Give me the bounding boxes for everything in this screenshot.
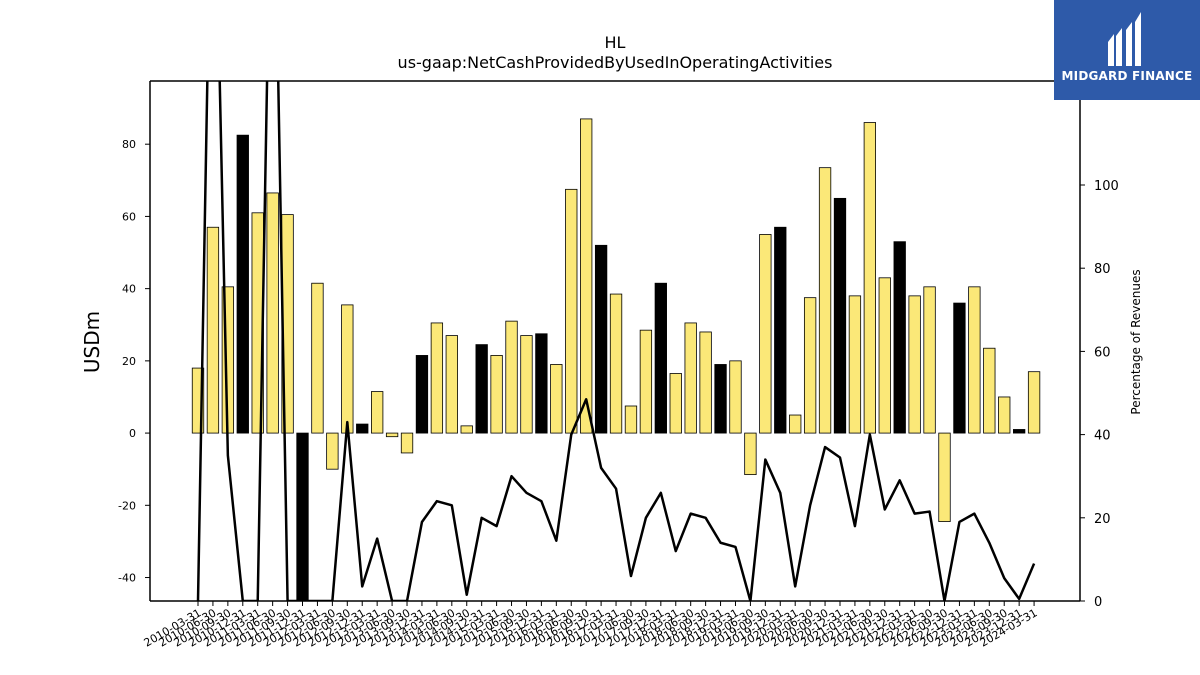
bar [206, 226, 220, 434]
bar [684, 322, 697, 434]
y-tick-label: -40 [118, 572, 136, 585]
y-tick-label: 80 [122, 138, 136, 151]
bar [490, 355, 503, 434]
bar [1027, 371, 1041, 434]
bar [833, 197, 847, 434]
bar [983, 347, 996, 434]
bar [803, 297, 817, 434]
bar [430, 322, 444, 434]
y-tick-label: 0 [129, 427, 136, 440]
bar [744, 432, 757, 476]
bar [460, 425, 473, 434]
bar [266, 192, 279, 434]
bar [445, 335, 458, 434]
bar [699, 331, 712, 434]
bar [953, 302, 966, 434]
bar [878, 277, 891, 434]
y-axis-label: USDm [80, 311, 104, 373]
bar [1013, 429, 1026, 434]
bar [863, 122, 876, 434]
bar [520, 335, 533, 434]
bar [535, 333, 548, 434]
line-series [196, 81, 1036, 601]
bar [594, 244, 608, 434]
bar [505, 320, 518, 434]
chart-subtitle: us-gaap:NetCashProvidedByUsedInOperating… [398, 53, 833, 72]
brand-logo: MIDGARD FINANCE [1054, 0, 1200, 100]
axes: -40-200204060800204060801002010-03-31201… [118, 80, 1119, 650]
bar [759, 234, 772, 434]
bar [580, 118, 593, 434]
bar [341, 304, 354, 434]
y2-tick-label: 20 [1094, 512, 1111, 527]
bar [669, 373, 682, 434]
bar [565, 188, 578, 434]
y-tick-label: 20 [122, 355, 136, 368]
bar-series [191, 118, 1041, 601]
bar [729, 360, 742, 434]
bar [908, 295, 921, 434]
logo-text: MIDGARD FINANCE [1061, 69, 1193, 83]
bar [236, 134, 249, 434]
y-tick-label: 60 [122, 210, 136, 223]
bar [609, 293, 623, 434]
bar [998, 396, 1011, 434]
bar [639, 329, 653, 434]
bar [654, 282, 667, 434]
line-path [196, 81, 1036, 601]
y2-tick-label: 80 [1094, 262, 1111, 277]
bar [296, 432, 309, 601]
y2-tick-label: 100 [1094, 179, 1119, 194]
bar [923, 286, 936, 434]
bar [371, 391, 384, 434]
y2-axis-label: Percentage of Revenues [1129, 269, 1143, 414]
bar [311, 282, 324, 434]
y2-tick-label: 0 [1094, 595, 1102, 610]
bar [818, 167, 832, 434]
bar [550, 364, 563, 434]
logo-mark-icon [1108, 12, 1141, 66]
bar [400, 432, 414, 454]
bar [356, 423, 369, 434]
bar [326, 432, 339, 470]
bar [385, 432, 399, 438]
bar [475, 344, 488, 434]
bar [191, 367, 205, 434]
bar [774, 226, 787, 434]
y2-tick-label: 60 [1094, 345, 1111, 360]
bar [893, 241, 906, 434]
bar [848, 295, 862, 434]
bar [624, 405, 638, 434]
chart-title: HL [605, 33, 626, 52]
bar [789, 414, 802, 434]
y-tick-label: 40 [122, 283, 136, 296]
bar [968, 286, 981, 434]
bar [938, 432, 951, 522]
bar [714, 364, 727, 434]
bar [415, 355, 429, 434]
y2-tick-label: 40 [1094, 429, 1111, 444]
y-tick-label: -20 [118, 499, 136, 512]
